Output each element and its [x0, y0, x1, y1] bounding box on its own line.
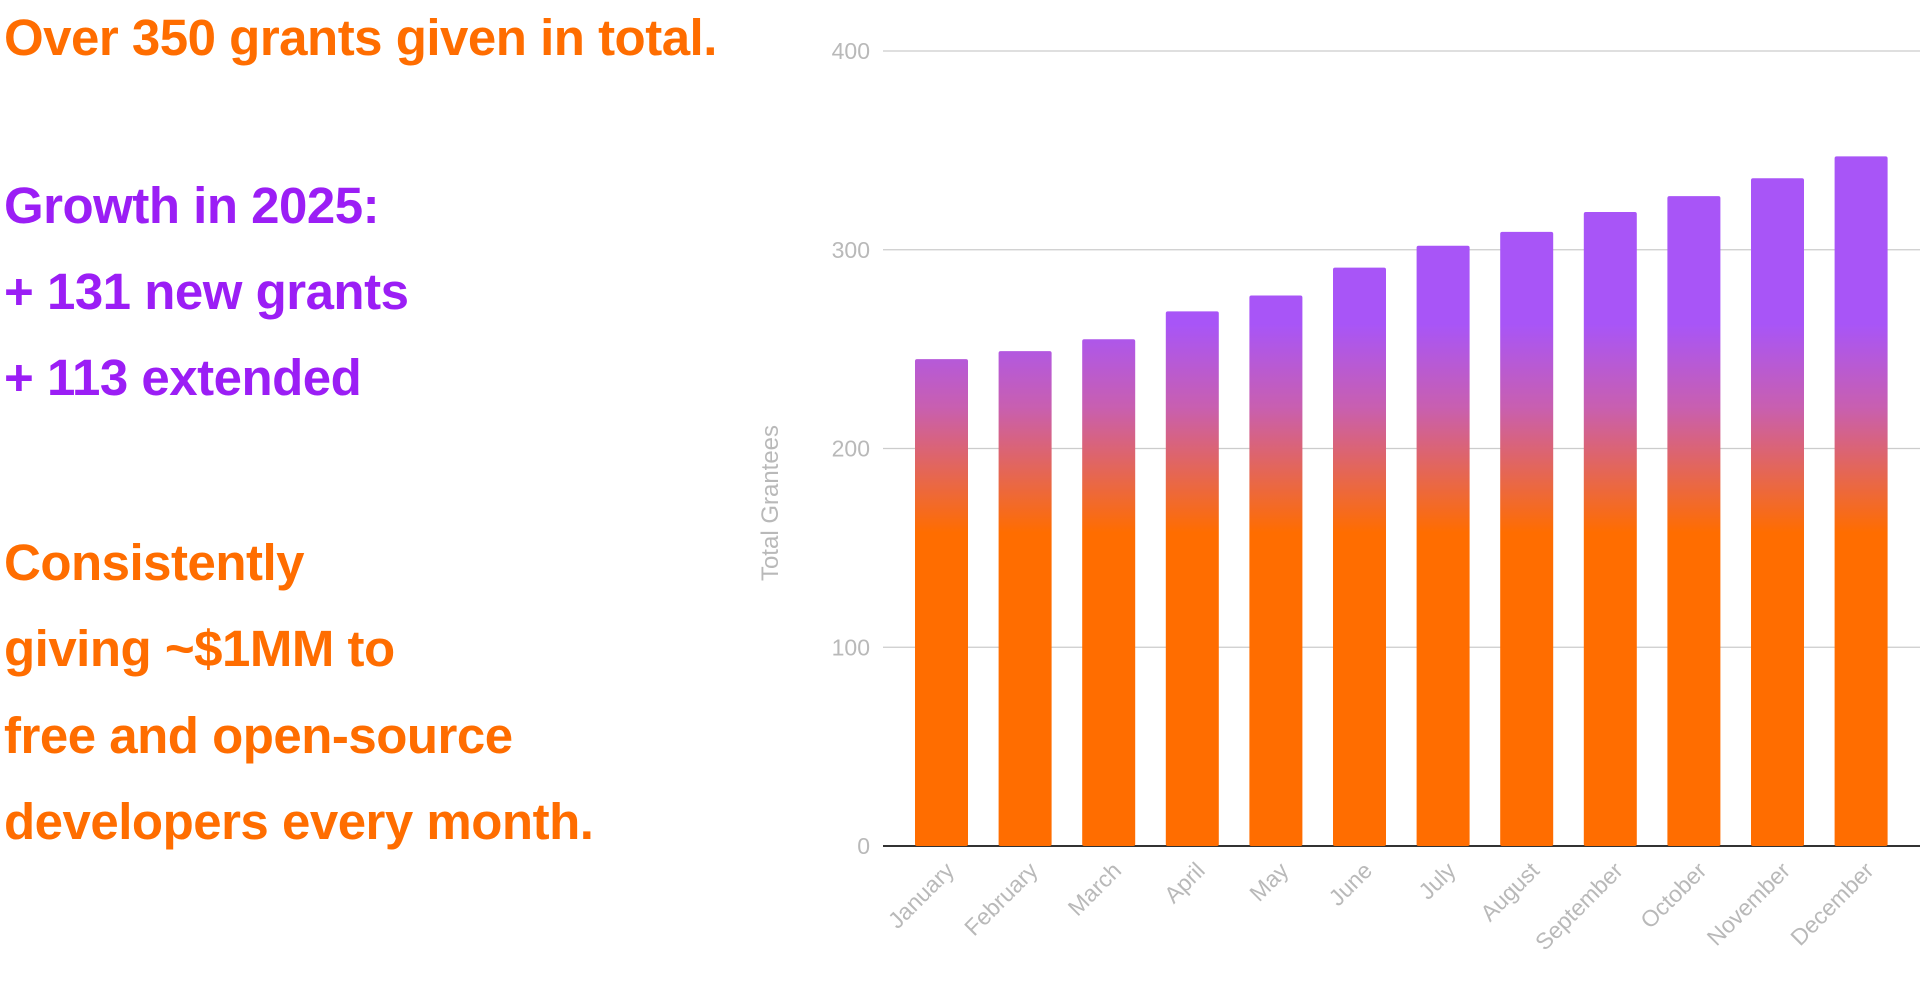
bar-november [1751, 178, 1804, 846]
bar-august [1500, 231, 1554, 847]
x-tick-label-september: September [1530, 857, 1628, 955]
bar-september [1583, 211, 1637, 847]
total-grants-headline: Over 350 grants given in total. [4, 9, 717, 66]
x-tick-label-november: November [1702, 857, 1796, 951]
x-tick-label-december: December [1785, 857, 1879, 951]
y-tick-label-400: 400 [832, 38, 870, 64]
x-tick-label-march: March [1063, 857, 1127, 921]
y-tick-label-200: 200 [832, 436, 870, 462]
bar-april [1165, 311, 1219, 846]
extended-grants-line: + 113 extended [4, 349, 362, 406]
bar-march [1082, 339, 1136, 846]
x-tick-label-may: May [1244, 857, 1293, 906]
bar-february [998, 351, 1052, 846]
y-tick-label-300: 300 [832, 237, 870, 263]
consistently-line-4: developers every month. [4, 793, 594, 850]
bar-december [1834, 156, 1888, 846]
x-tick-label-january: January [883, 857, 960, 934]
y-tick-label-0: 0 [857, 833, 870, 859]
growth-heading: Growth in 2025: [4, 177, 380, 234]
x-tick-label-june: June [1323, 857, 1377, 911]
bar-june [1333, 267, 1386, 846]
consistently-line-1: Consistently [4, 534, 305, 591]
bar-october [1667, 196, 1721, 846]
x-tick-label-february: February [959, 857, 1043, 941]
bar-july [1416, 245, 1470, 846]
gridlines [883, 50, 1920, 847]
y-tick-label-100: 100 [832, 634, 870, 660]
new-grants-line: + 131 new grants [4, 263, 409, 320]
bar-may [1249, 295, 1303, 846]
bar-january [915, 359, 968, 846]
x-tick-label-august: August [1475, 857, 1544, 926]
consistently-line-2: giving ~$1MM to [4, 620, 395, 677]
x-tick-label-october: October [1635, 857, 1711, 933]
x-tick-label-april: April [1159, 857, 1210, 908]
bars [915, 156, 1888, 847]
consistently-line-3: free and open-source [4, 707, 513, 764]
y-axis-title: Total Grantees [757, 425, 784, 581]
x-tick-label-july: July [1413, 857, 1461, 905]
